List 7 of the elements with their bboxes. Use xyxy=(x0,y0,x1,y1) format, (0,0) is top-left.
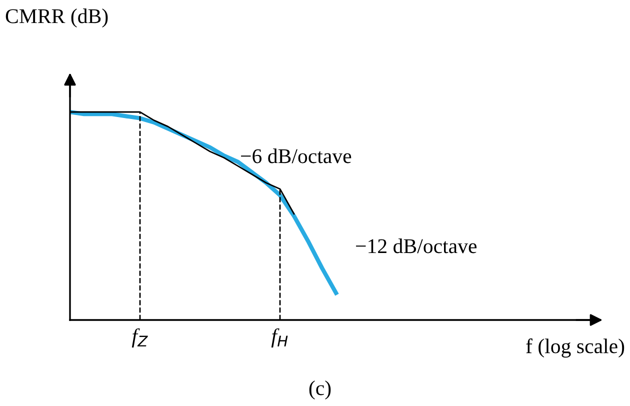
text: f (log scale) xyxy=(526,338,624,358)
y-axis-title: CMRR (dB) xyxy=(6,8,108,28)
text: (c) xyxy=(309,380,331,400)
annotation: −6 dB/octave xyxy=(241,148,352,164)
x-tick-label: f$_{H}$ xyxy=(271,328,288,348)
text: −12 dB/octave xyxy=(356,238,477,254)
x-tick-label: f$_{Z}$ xyxy=(132,328,148,348)
